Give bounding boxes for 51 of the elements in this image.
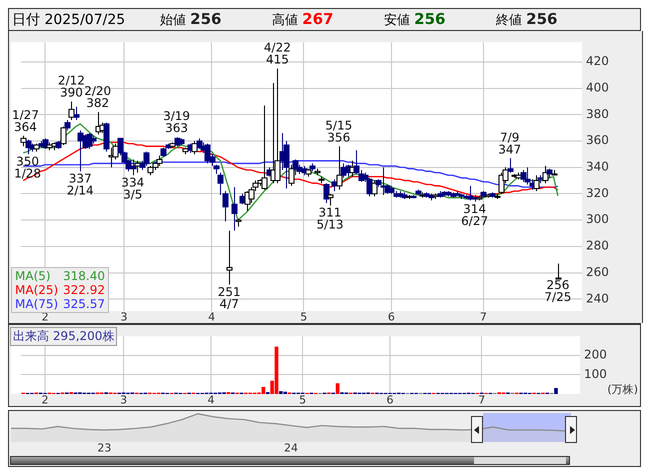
text: MA(5): [15, 269, 51, 283]
x-tick-label: 4: [208, 310, 216, 324]
x-tick-label: 7: [478, 393, 486, 406]
x-tick-label: 3: [120, 393, 128, 406]
annotation: 311 5/13: [316, 206, 344, 232]
chart-title: 日付 2025/07/25: [12, 10, 126, 28]
text: MA(25): [15, 283, 58, 297]
y-tick-label: 420: [586, 54, 609, 68]
x-tick-label: 5: [300, 310, 308, 324]
chart-title: 出来高 295,200株: [10, 327, 118, 346]
annotation: 7/9 347: [498, 130, 522, 156]
y-tick-label: 100: [584, 366, 607, 381]
y-tick-label: 380: [586, 106, 609, 121]
x-tick-label: 6: [388, 310, 395, 324]
annotation: 2/20 382: [84, 84, 112, 110]
x-tick-label: 23: [97, 441, 112, 454]
annotation: 337 2/14: [66, 171, 94, 198]
x-tick-label: 24: [284, 441, 298, 454]
text: 終値 256: [496, 10, 558, 28]
annotation: 3/19 363: [163, 109, 190, 136]
text: MA(75): [15, 297, 58, 311]
x-tick-label: 4: [207, 393, 214, 406]
annotation: 2/12 390: [58, 74, 85, 100]
annotation: 325.57: [63, 297, 105, 311]
annotation: 4/22 415: [264, 40, 291, 67]
x-tick-label: 6: [386, 393, 394, 406]
y-tick-label: 240: [586, 291, 609, 306]
annotation: 322.92: [63, 283, 105, 297]
x-tick-label: 2: [42, 393, 49, 406]
text: 高値 267: [272, 10, 334, 28]
y-tick-label: 260: [586, 264, 609, 279]
text: 安値 256: [384, 10, 446, 28]
annotation: 334 3/5: [121, 175, 144, 202]
y-tick-label: 340: [586, 160, 609, 174]
x-tick-label: 5: [299, 393, 306, 406]
annotation: 318.40: [63, 269, 105, 283]
annotation: 5/15 356: [325, 118, 352, 144]
y-tick-label: 200: [584, 348, 607, 362]
annotation: 1/27 364: [12, 108, 39, 134]
text: 始値 256: [160, 10, 222, 28]
annotation: 256 7/25: [544, 278, 572, 304]
y-tick-label: 360: [586, 133, 609, 148]
y-tick-label: 320: [586, 186, 609, 200]
y-axis-title: (万株): [607, 382, 638, 397]
annotation: 251 4/7: [218, 284, 241, 311]
x-tick-label: 3: [120, 310, 128, 324]
y-tick-label: 280: [586, 238, 609, 253]
annotation: 314 6/27: [461, 202, 488, 228]
x-tick-label: 7: [480, 310, 487, 324]
y-tick-label: 300: [586, 212, 609, 226]
y-tick-label: 400: [586, 80, 609, 94]
